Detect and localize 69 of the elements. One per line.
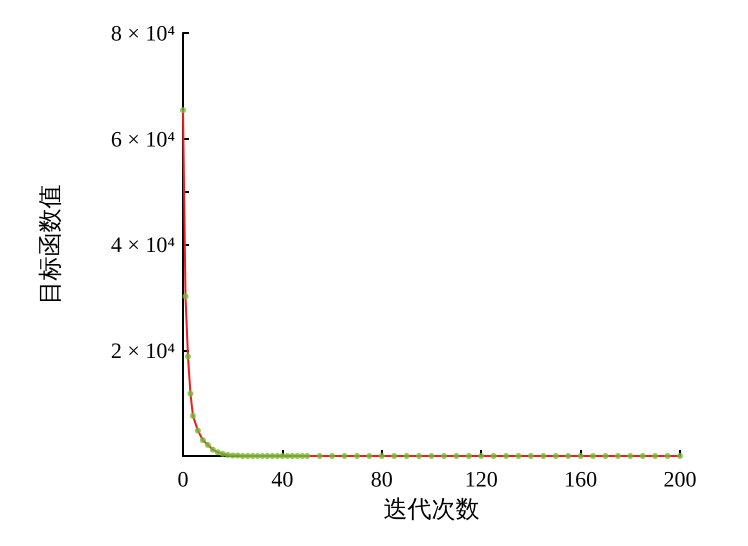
point [466, 453, 472, 459]
point [602, 453, 608, 459]
point [540, 453, 546, 459]
x-tick-label: 120 [464, 466, 498, 492]
point [614, 453, 621, 459]
point [274, 453, 280, 459]
point [329, 453, 336, 459]
point [590, 453, 596, 459]
point [264, 453, 270, 459]
point [378, 453, 385, 459]
point [416, 453, 422, 459]
point [515, 453, 522, 459]
point [284, 453, 290, 459]
point [503, 453, 510, 459]
point [180, 107, 186, 114]
point [214, 449, 221, 456]
point [391, 453, 398, 459]
x-tick-label: 0 [178, 466, 188, 492]
point [366, 453, 372, 459]
point [204, 442, 211, 448]
point [316, 453, 323, 459]
point [254, 453, 261, 459]
point [627, 453, 634, 459]
point [210, 446, 216, 453]
point [578, 453, 584, 459]
point [200, 437, 206, 444]
point [230, 452, 236, 458]
point [528, 453, 534, 459]
x-axis-title: 迭代次数 [384, 497, 480, 523]
point [428, 453, 434, 459]
point [404, 453, 410, 459]
point [453, 453, 460, 459]
point [304, 453, 310, 459]
point [552, 453, 559, 459]
point [490, 453, 497, 459]
point [640, 453, 646, 459]
point [354, 453, 360, 459]
x-tick-label: 40 [271, 466, 294, 492]
point [289, 453, 296, 459]
point [260, 453, 266, 459]
point [294, 453, 300, 459]
point [184, 354, 191, 360]
point [190, 412, 196, 419]
point [652, 453, 658, 459]
point [478, 453, 484, 459]
point [187, 390, 194, 397]
point [677, 453, 683, 459]
x-tick-label: 200 [664, 466, 696, 492]
y-tick-label: 8 × 10⁴ [110, 20, 176, 46]
y-axis-title: 目标函数值 [38, 184, 64, 304]
point [194, 428, 201, 434]
point [565, 453, 572, 459]
point [182, 293, 188, 300]
point [250, 453, 256, 459]
point [664, 453, 671, 459]
point [342, 453, 348, 459]
point [244, 453, 251, 459]
point [279, 453, 286, 459]
point [269, 453, 276, 459]
x-tick-label: 160 [564, 466, 598, 492]
x-tick-label: 80 [370, 466, 393, 492]
point [240, 453, 246, 459]
y-tick-label: 4 × 10⁴ [110, 232, 176, 257]
y-tick-label: 6 × 10⁴ [110, 126, 176, 152]
point [299, 453, 306, 459]
point [220, 450, 226, 457]
point [224, 452, 231, 458]
y-tick-label: 2 × 10⁴ [110, 338, 176, 363]
point [440, 453, 447, 459]
